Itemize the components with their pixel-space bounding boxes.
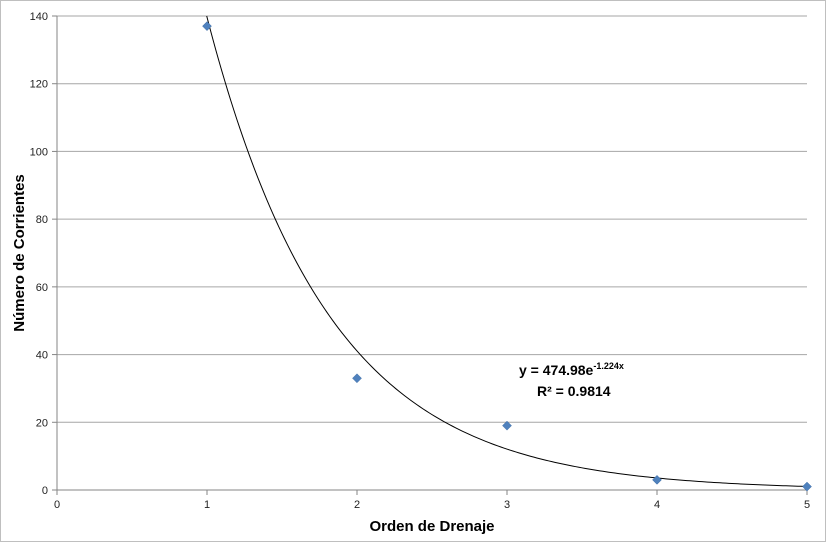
data-point-2 bbox=[352, 373, 362, 384]
x-tick-label-3: 3 bbox=[504, 499, 510, 511]
trendline-equation-base: y = 474.98e bbox=[519, 362, 594, 378]
trendline-equation-exponent: -1.224x bbox=[593, 361, 624, 371]
y-tick-label-0: 0 bbox=[42, 485, 48, 497]
y-tick-label-80: 80 bbox=[36, 214, 48, 226]
x-tick-labels: 0 1 2 3 4 5 bbox=[54, 499, 810, 511]
trendline-r-squared: R² = 0.9814 bbox=[537, 383, 611, 399]
data-point-3 bbox=[502, 420, 512, 431]
gridlines bbox=[57, 15, 807, 423]
y-tick-label-40: 40 bbox=[36, 350, 48, 362]
y-tick-label-100: 100 bbox=[30, 146, 48, 158]
data-point-4 bbox=[652, 474, 662, 485]
y-tick-label-120: 120 bbox=[30, 79, 48, 91]
data-points bbox=[202, 21, 812, 492]
x-axis-title: Orden de Drenaje bbox=[369, 518, 494, 535]
x-tick-label-2: 2 bbox=[354, 499, 360, 511]
y-tick-label-60: 60 bbox=[36, 282, 48, 294]
x-tick-label-1: 1 bbox=[204, 499, 210, 511]
y-tick-label-20: 20 bbox=[36, 417, 48, 429]
x-tick-label-4: 4 bbox=[654, 499, 660, 511]
y-axis-title: Número de Corrientes bbox=[11, 174, 28, 332]
x-tick-label-0: 0 bbox=[54, 499, 60, 511]
data-point-1 bbox=[202, 21, 212, 32]
exponential-trendline bbox=[206, 15, 808, 487]
data-point-5 bbox=[802, 481, 812, 492]
axes bbox=[52, 15, 808, 495]
y-tick-label-140: 140 bbox=[30, 11, 48, 23]
trendline-equation: y = 474.98e-1.224x bbox=[519, 361, 624, 378]
y-tick-labels: 0 20 40 60 80 100 120 140 bbox=[30, 11, 48, 497]
x-tick-label-5: 5 bbox=[804, 499, 810, 511]
